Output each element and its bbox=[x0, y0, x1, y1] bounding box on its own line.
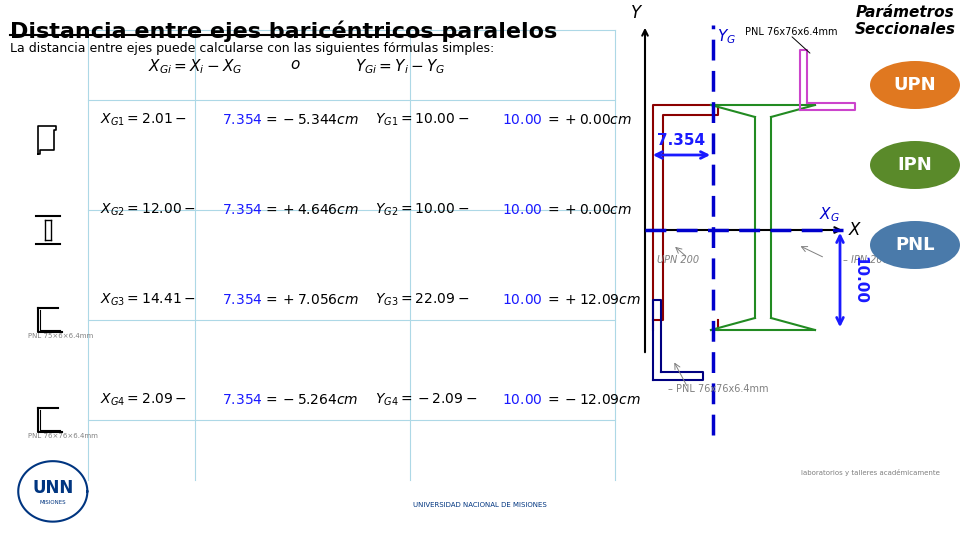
Text: $7.354$: $7.354$ bbox=[222, 113, 263, 127]
Text: PNL: PNL bbox=[896, 236, 935, 254]
Text: laboratorios y talleres académicamente: laboratorios y talleres académicamente bbox=[801, 469, 940, 476]
Text: $X_G$: $X_G$ bbox=[819, 205, 840, 224]
Text: 7.354: 7.354 bbox=[658, 133, 706, 148]
Text: $10.00$: $10.00$ bbox=[502, 293, 542, 307]
Text: $Y_{G1} = 10.00 - $: $Y_{G1} = 10.00 - $ bbox=[375, 112, 469, 128]
Text: $7.354$: $7.354$ bbox=[222, 393, 263, 407]
Text: PNL 76×76×6.4mm: PNL 76×76×6.4mm bbox=[28, 433, 98, 439]
Text: UPN 200: UPN 200 bbox=[657, 255, 699, 265]
Text: $7.354$: $7.354$ bbox=[222, 203, 263, 217]
Text: – IPN 200: – IPN 200 bbox=[843, 255, 889, 265]
Text: $X$: $X$ bbox=[848, 221, 862, 239]
Text: $ = +4.646cm$: $ = +4.646cm$ bbox=[263, 203, 359, 217]
Text: $10.00$: $10.00$ bbox=[502, 113, 542, 127]
Text: $Y_{G3} = 22.09 - $: $Y_{G3} = 22.09 - $ bbox=[375, 292, 469, 308]
Text: $ = +0.00cm$: $ = +0.00cm$ bbox=[545, 113, 632, 127]
Text: $X_{G3} = 14.41 - $: $X_{G3} = 14.41 - $ bbox=[100, 292, 196, 308]
Ellipse shape bbox=[870, 61, 960, 109]
Text: $10.00$: $10.00$ bbox=[502, 393, 542, 407]
Ellipse shape bbox=[870, 221, 960, 269]
Text: UPN: UPN bbox=[894, 76, 936, 94]
Text: UNIVERSIDAD NACIONAL DE MISIONES: UNIVERSIDAD NACIONAL DE MISIONES bbox=[413, 502, 547, 508]
Text: $ = +12.09cm$: $ = +12.09cm$ bbox=[545, 293, 641, 307]
Text: La distancia entre ejes puede calcularse con las siguientes fórmulas simples:: La distancia entre ejes puede calcularse… bbox=[10, 42, 494, 55]
Text: IPN: IPN bbox=[898, 156, 932, 174]
Text: $Y$: $Y$ bbox=[631, 4, 643, 22]
Text: PNL 75×6×6.4mm: PNL 75×6×6.4mm bbox=[28, 333, 93, 339]
Text: $Y_{Gi} = Y_i - Y_G$: $Y_{Gi} = Y_i - Y_G$ bbox=[355, 57, 445, 76]
Text: $o$: $o$ bbox=[290, 57, 300, 72]
Text: $X_{Gi} = X_i - X_G$: $X_{Gi} = X_i - X_G$ bbox=[148, 57, 242, 76]
Text: $Y_G$: $Y_G$ bbox=[717, 27, 736, 46]
Text: $X_{G1} = 2.01 - $: $X_{G1} = 2.01 - $ bbox=[100, 112, 187, 128]
Text: $X_{G2} = 12.00 - $: $X_{G2} = 12.00 - $ bbox=[100, 202, 196, 218]
Ellipse shape bbox=[870, 141, 960, 189]
Text: MISIONES: MISIONES bbox=[39, 500, 66, 505]
Text: $ = -5.264cm$: $ = -5.264cm$ bbox=[263, 393, 358, 407]
Text: $10.00$: $10.00$ bbox=[502, 203, 542, 217]
Text: $Y_{G2} = 10.00 - $: $Y_{G2} = 10.00 - $ bbox=[375, 202, 469, 218]
Text: Parámetros
Seccionales: Parámetros Seccionales bbox=[854, 5, 955, 37]
Text: $ = -12.09cm$: $ = -12.09cm$ bbox=[545, 393, 641, 407]
Text: PNL 76x76x6.4mm: PNL 76x76x6.4mm bbox=[745, 27, 837, 37]
Text: – PNL 76x76x6.4mm: – PNL 76x76x6.4mm bbox=[668, 384, 769, 394]
Text: $Y_{G4} = -2.09 - $: $Y_{G4} = -2.09 - $ bbox=[375, 392, 477, 408]
Text: $X_{G4} = 2.09 - $: $X_{G4} = 2.09 - $ bbox=[100, 392, 187, 408]
Text: $ = +0.00cm$: $ = +0.00cm$ bbox=[545, 203, 632, 217]
Text: $ = -5.344cm$: $ = -5.344cm$ bbox=[263, 113, 359, 127]
Text: $7.354$: $7.354$ bbox=[222, 293, 263, 307]
Text: UNN: UNN bbox=[33, 478, 73, 497]
Text: Distancia entre ejes baricéntricos paralelos: Distancia entre ejes baricéntricos paral… bbox=[10, 20, 557, 42]
Text: 10.00: 10.00 bbox=[852, 256, 867, 304]
Text: $ = +7.056cm$: $ = +7.056cm$ bbox=[263, 293, 359, 307]
